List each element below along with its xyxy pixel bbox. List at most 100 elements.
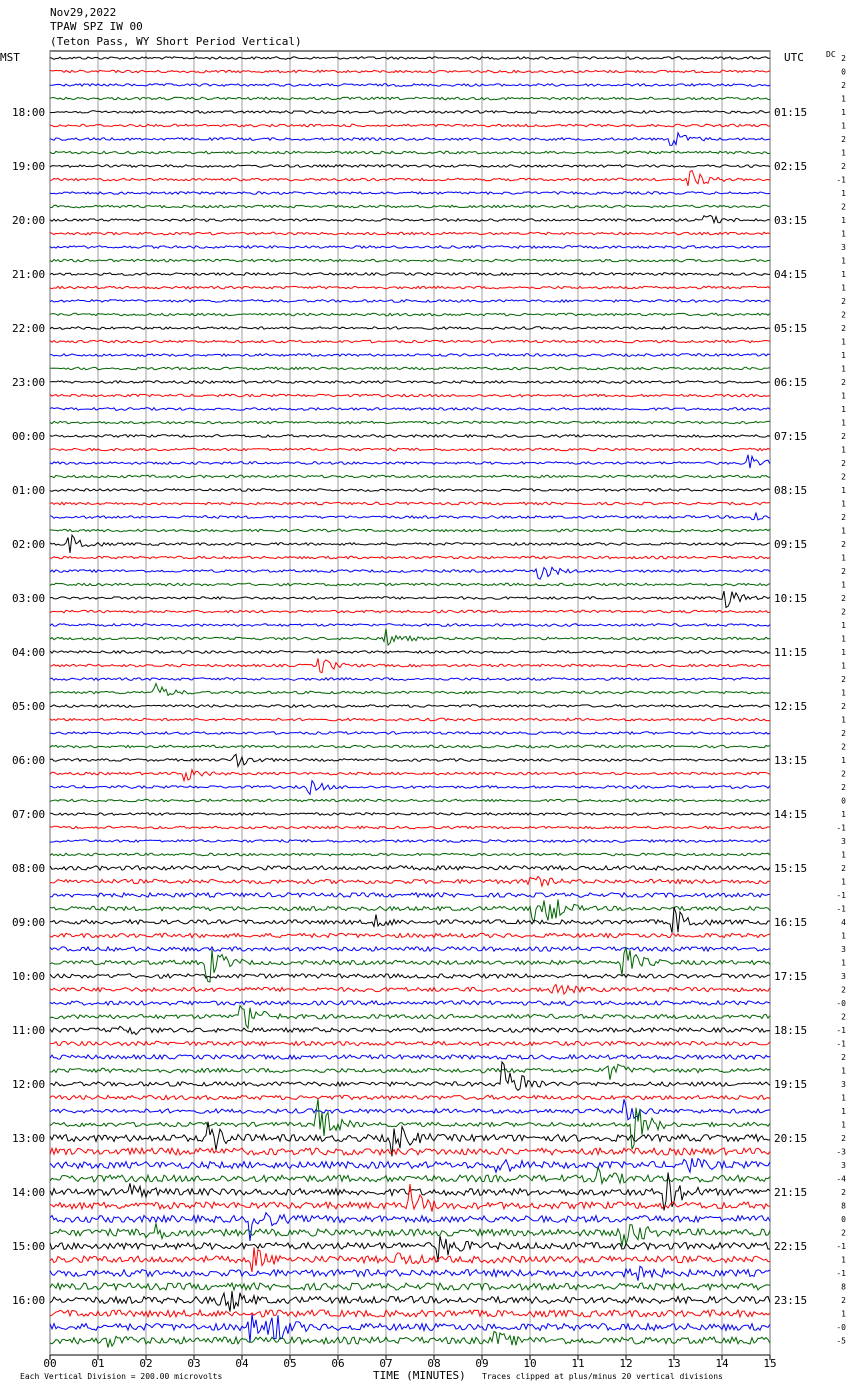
dc-offset: 1 bbox=[841, 351, 846, 360]
trace bbox=[49, 533, 771, 553]
dc-offset: 2 bbox=[841, 324, 846, 333]
trace bbox=[49, 945, 771, 953]
trace bbox=[49, 891, 771, 899]
x-tick-label: 11 bbox=[571, 1357, 584, 1370]
traces bbox=[49, 56, 771, 1348]
dc-offset: 1 bbox=[841, 405, 846, 414]
left-time-label: 22:00 bbox=[12, 322, 45, 335]
dc-offset: 2 bbox=[841, 1229, 846, 1238]
left-time-label: 23:00 bbox=[12, 376, 45, 389]
station: (Teton Pass, WY Short Period Vertical) bbox=[50, 35, 302, 48]
trace bbox=[49, 190, 771, 196]
trace bbox=[49, 1223, 771, 1247]
dc-offset: -1 bbox=[836, 824, 846, 833]
trace bbox=[49, 1330, 771, 1348]
dc-offset: 2 bbox=[841, 459, 846, 468]
dc-offset: 2 bbox=[841, 608, 846, 617]
dc-offset: 2 bbox=[841, 567, 846, 576]
dc-offset: 2 bbox=[841, 203, 846, 212]
dc-offset: 0 bbox=[841, 1215, 846, 1224]
right-time-label: 02:15 bbox=[774, 160, 807, 173]
right-time-label: 19:15 bbox=[774, 1078, 807, 1091]
dc-offset: 1 bbox=[841, 756, 846, 765]
trace bbox=[49, 406, 771, 412]
dc-offset: 2 bbox=[841, 770, 846, 779]
dc-offset: 2 bbox=[841, 311, 846, 320]
dc-label: DC bbox=[826, 50, 836, 59]
dc-offset: -1 bbox=[836, 1040, 846, 1049]
x-tick-label: 07 bbox=[379, 1357, 392, 1370]
left-time-label: 02:00 bbox=[12, 538, 45, 551]
x-tick-label: 06 bbox=[331, 1357, 344, 1370]
dc-offset: -3 bbox=[836, 1148, 846, 1157]
dc-offset: 1 bbox=[841, 932, 846, 941]
trace bbox=[49, 299, 771, 304]
trace bbox=[49, 744, 771, 749]
x-tick-label: 03 bbox=[187, 1357, 200, 1370]
dc-offset: -1 bbox=[836, 176, 846, 185]
dc-offset: -0 bbox=[836, 999, 846, 1008]
dc-offset: 1 bbox=[841, 581, 846, 590]
trace bbox=[49, 628, 771, 647]
trace bbox=[49, 69, 771, 74]
trace bbox=[49, 1235, 770, 1262]
left-time-label: 05:00 bbox=[12, 700, 45, 713]
trace bbox=[49, 1308, 771, 1319]
right-time-label: 04:15 bbox=[774, 268, 807, 281]
right-time-label: 23:15 bbox=[774, 1294, 807, 1307]
dc-offset: 2 bbox=[841, 594, 846, 603]
dc-offset: 1 bbox=[841, 1094, 846, 1103]
trace bbox=[49, 704, 771, 708]
trace bbox=[49, 420, 771, 425]
left-time-label: 07:00 bbox=[12, 808, 45, 821]
dc-offset: 1 bbox=[841, 878, 846, 887]
trace bbox=[49, 582, 771, 587]
trace bbox=[49, 1040, 771, 1047]
trace bbox=[49, 1098, 771, 1150]
trace bbox=[49, 1281, 771, 1292]
right-time-label: 12:15 bbox=[774, 700, 807, 713]
dc-offset: 2 bbox=[841, 473, 846, 482]
dc-offset: 3 bbox=[841, 837, 846, 846]
dc-offset: 1 bbox=[841, 108, 846, 117]
right-time-label: 20:15 bbox=[774, 1132, 807, 1145]
trace bbox=[49, 590, 771, 609]
trace bbox=[49, 932, 771, 939]
trace bbox=[49, 325, 771, 330]
left-time-label: 06:00 bbox=[12, 754, 45, 767]
trace bbox=[49, 622, 771, 627]
trace bbox=[49, 244, 771, 250]
trace bbox=[49, 864, 771, 872]
trace bbox=[49, 767, 771, 783]
trace bbox=[49, 56, 770, 60]
x-tick-label: 10 bbox=[523, 1357, 536, 1370]
x-tick-label: 12 bbox=[619, 1357, 632, 1370]
dc-offset: 2 bbox=[841, 1013, 846, 1022]
trace bbox=[49, 999, 771, 1007]
dc-offset: 3 bbox=[841, 1080, 846, 1089]
trace bbox=[49, 609, 771, 614]
trace bbox=[49, 1314, 771, 1343]
dc-offset: 2 bbox=[841, 1134, 846, 1143]
trace bbox=[49, 272, 770, 276]
dc-offset: -1 bbox=[836, 1026, 846, 1035]
dc-offset: -1 bbox=[836, 905, 846, 914]
dc-offset: 1 bbox=[841, 959, 846, 968]
right-time-label: 05:15 bbox=[774, 322, 807, 335]
dc-offset: 1 bbox=[841, 648, 846, 657]
dc-offset: 2 bbox=[841, 297, 846, 306]
dc-offset: 2 bbox=[841, 1188, 846, 1197]
dc-offset: 2 bbox=[841, 675, 846, 684]
dc-offset: 1 bbox=[841, 338, 846, 347]
right-time-label: 21:15 bbox=[774, 1186, 807, 1199]
right-time-label: 08:15 bbox=[774, 484, 807, 497]
dc-offset: 1 bbox=[841, 1067, 846, 1076]
trace bbox=[49, 501, 771, 506]
trace bbox=[49, 946, 771, 983]
left-time-label: 11:00 bbox=[12, 1024, 45, 1037]
dc-offset: 2 bbox=[841, 81, 846, 90]
trace bbox=[49, 717, 771, 722]
x-axis-label: TIME (MINUTES) bbox=[373, 1369, 466, 1382]
